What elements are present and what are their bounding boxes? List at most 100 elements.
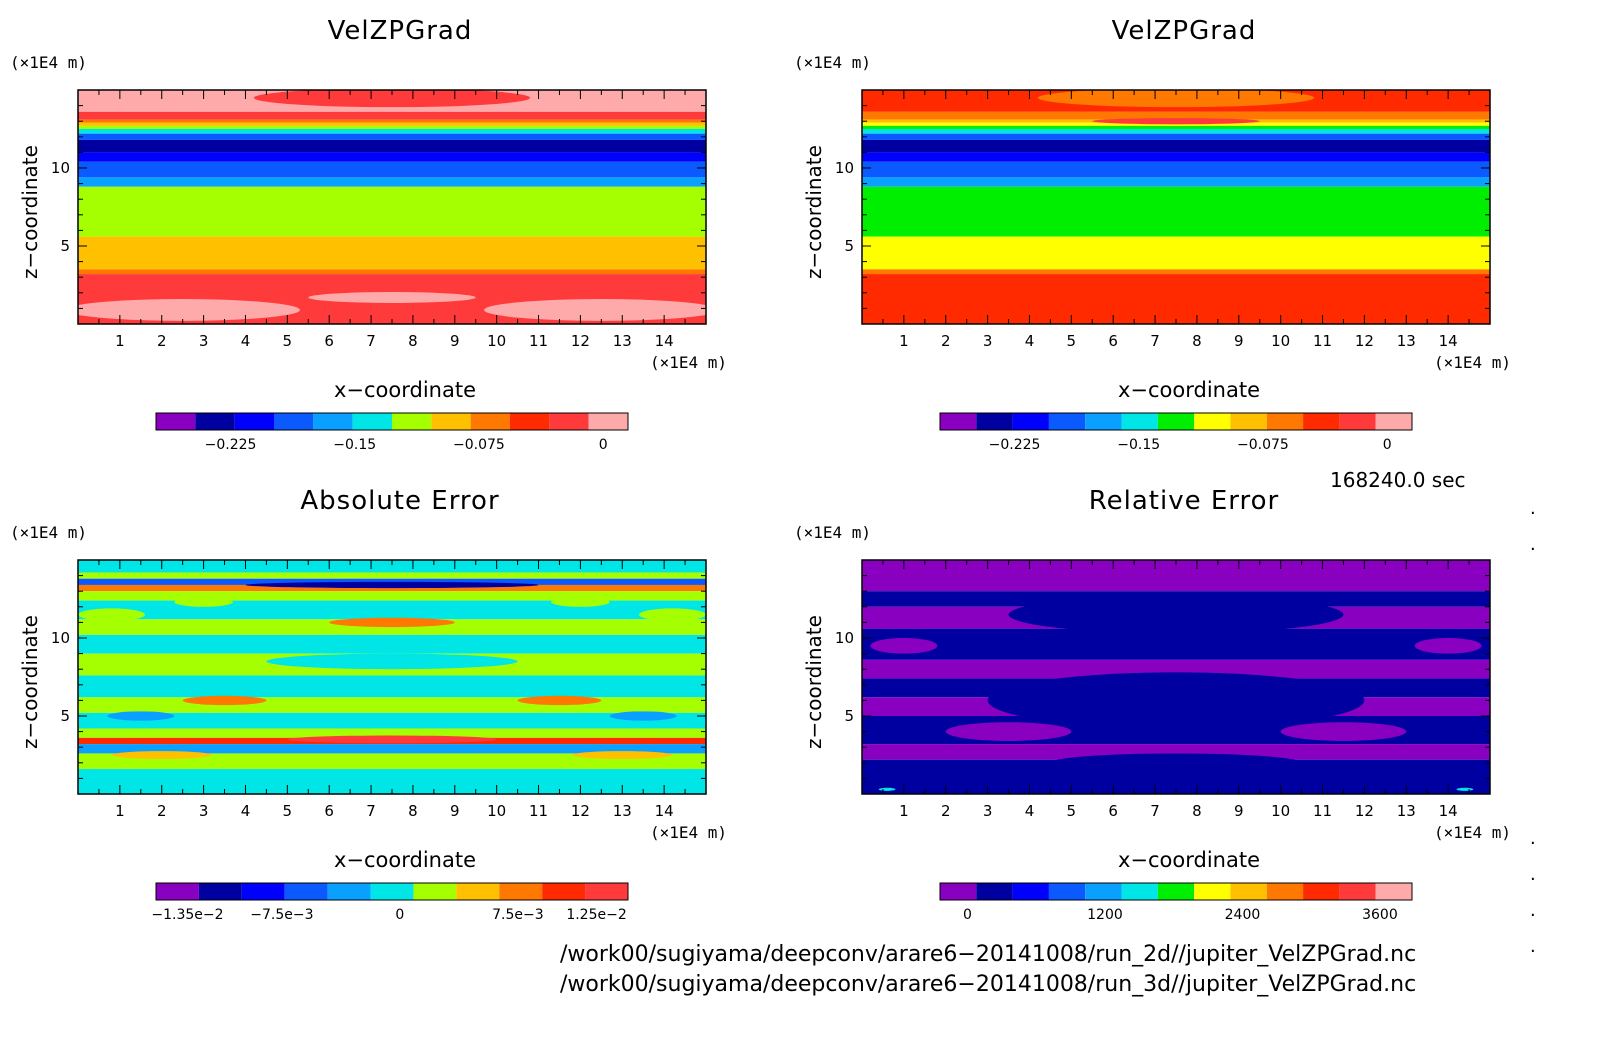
contour-band (862, 744, 1490, 760)
colorbar-cell (1303, 883, 1340, 900)
x-tick-label: 9 (1234, 802, 1244, 820)
x-tick-label: 14 (1439, 332, 1458, 350)
contour-region (664, 90, 706, 106)
x-axis-label: x−coordinate (333, 378, 477, 402)
colorbar-cell (241, 883, 285, 900)
x-tick-label: 2 (157, 332, 167, 350)
x-tick-label: 3 (983, 332, 993, 350)
y-tick-label: 5 (60, 237, 70, 255)
colorbar-cell (1121, 883, 1158, 900)
colorbar-cell (1194, 883, 1231, 900)
x-tick-label: 4 (241, 332, 251, 350)
file-path-2d: /work00/sugiyama/deepconv/arare6−2014100… (560, 942, 1417, 967)
contour-region (1456, 787, 1474, 791)
colorbar-tick-label: 0 (395, 907, 404, 923)
contour-region (1092, 118, 1260, 125)
contour-band (862, 111, 1490, 120)
colorbar-cell (352, 413, 392, 430)
y-unit-label: (×1E4 m) (794, 523, 872, 542)
x-tick-label: 8 (1192, 332, 1202, 350)
x-tick-label: 13 (1397, 802, 1416, 820)
contour-field (862, 90, 1490, 324)
colorbar-tick-label: −0.225 (989, 437, 1041, 453)
chart-absolute-error: Absolute Error (×1E4 m) z−coordinate (×1… (0, 470, 780, 950)
colorbar-cell (1085, 413, 1122, 430)
x-tick-label: 2 (941, 332, 951, 350)
x-tick-label: 3 (199, 332, 209, 350)
colorbar-cell (470, 413, 510, 430)
contour-region (1414, 638, 1482, 654)
x-tick-label: 5 (1067, 332, 1077, 350)
chart-title: Relative Error (1088, 486, 1280, 516)
x-tick-label: 5 (1067, 802, 1077, 820)
x-tick-label: 11 (1313, 332, 1332, 350)
colorbar-cell (1012, 883, 1049, 900)
x-tick-label: 10 (1271, 802, 1290, 820)
contour-region (245, 581, 539, 589)
contour-region (308, 292, 476, 303)
contour-field (78, 90, 706, 324)
contour-band (862, 659, 1490, 679)
colorbar-cell (1121, 413, 1158, 430)
contour-region (111, 751, 212, 759)
x-tick-label: 7 (1150, 802, 1160, 820)
colorbar-tick-label: 0 (963, 907, 972, 923)
contour-region (609, 711, 677, 721)
y-tick-label: 5 (844, 707, 854, 725)
contour-region (107, 711, 175, 721)
x-tick-label: 13 (1397, 332, 1416, 350)
colorbar-cell (327, 883, 371, 900)
contour-region (78, 608, 145, 621)
x-tick-label: 8 (408, 332, 418, 350)
x-axis-label: x−coordinate (1117, 848, 1261, 872)
contour-region (987, 672, 1365, 729)
colorbar-cell (413, 883, 457, 900)
colorbar-cell (549, 413, 589, 430)
x-tick-label: 6 (324, 332, 334, 350)
colorbar-cell (499, 883, 543, 900)
chart-title: VelZPGrad (1111, 16, 1257, 46)
contour-band (78, 744, 706, 754)
x-tick-label: 10 (487, 332, 506, 350)
x-tick-label: 1 (115, 332, 125, 350)
colorbar-cell (1266, 413, 1304, 430)
colorbar-cell (588, 413, 628, 430)
colorbar-cell (156, 413, 196, 430)
colorbar-tick-label: 7.5e−3 (492, 907, 544, 923)
contour-band (78, 728, 706, 738)
contour-band (78, 634, 706, 654)
contour-band (78, 236, 706, 270)
colorbar-cell (542, 883, 586, 900)
colorbar-cell (1194, 413, 1231, 430)
x-tick-label: 10 (487, 802, 506, 820)
colorbar-frame (939, 882, 1413, 901)
contour-band (78, 712, 706, 729)
x-tick-label: 13 (613, 332, 632, 350)
contour-region (266, 653, 518, 670)
contour-region (945, 722, 1072, 741)
colorbar-tick-label: 2400 (1225, 907, 1261, 923)
colorbar-cell (585, 883, 628, 900)
contour-field (862, 560, 1490, 794)
colorbar-cell (976, 413, 1013, 430)
contour-band (78, 161, 706, 178)
x-tick-label: 1 (899, 802, 909, 820)
y-tick-label: 5 (844, 237, 854, 255)
x-tick-label: 5 (283, 802, 293, 820)
contour-band (862, 186, 1490, 237)
contour-region (572, 751, 673, 759)
y-tick-label: 10 (51, 159, 70, 177)
colorbar-cell (284, 883, 328, 900)
contour-band (78, 152, 706, 162)
x-tick-label: 11 (529, 332, 548, 350)
colorbar-cell (456, 883, 500, 900)
y-tick-label: 10 (51, 629, 70, 647)
colorbar-cell (198, 883, 242, 900)
contour-region (1280, 722, 1407, 741)
x-tick-label: 14 (655, 802, 674, 820)
colorbar-tick-label: 0 (1383, 437, 1392, 453)
colorbar-cell (156, 883, 199, 900)
colorbar-tick-label: −7.5e−3 (250, 907, 313, 923)
